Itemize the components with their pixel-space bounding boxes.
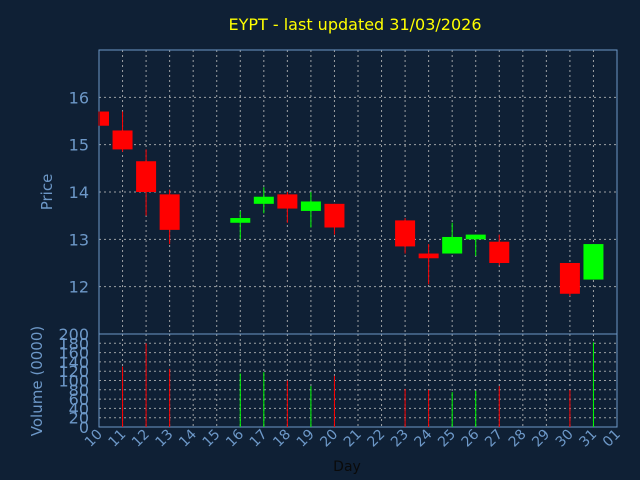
x-tick-label: 17 [247, 427, 271, 451]
x-tick-label: 19 [294, 427, 318, 451]
price-tick-label: 15 [69, 136, 89, 155]
x-tick-label: 22 [364, 427, 388, 451]
x-tick-label: 15 [200, 427, 224, 451]
candle-body [253, 196, 274, 204]
candle-body [442, 236, 463, 254]
candle-body [230, 218, 251, 223]
candle-body [489, 241, 510, 263]
candle-body [465, 234, 486, 240]
x-tick-label: 14 [176, 426, 200, 450]
x-tick-label: 01 [600, 427, 624, 451]
x-tick-label: 28 [506, 427, 530, 451]
price-tick-label: 12 [69, 278, 89, 297]
x-tick-label: 18 [270, 427, 294, 451]
x-tick-label: 27 [482, 427, 506, 451]
volume-tick-label: 100 [58, 372, 89, 391]
volume-tick-label: 140 [58, 353, 89, 372]
candle-body [100, 111, 109, 126]
x-tick-label: 26 [459, 426, 483, 450]
candle-body [324, 203, 345, 228]
candle-body [418, 253, 439, 259]
price-tick-label: 14 [69, 183, 89, 202]
volume-tick-label: 20 [69, 409, 89, 428]
volume-tick-label: 180 [58, 334, 89, 353]
chart-title: EYPT - last updated 31/03/2026 [228, 15, 481, 34]
candle-body [300, 201, 321, 211]
volume-tick-label: 0 [79, 418, 89, 437]
price-tick-label: 16 [69, 88, 89, 107]
price-axis-title: Price [38, 174, 56, 211]
volume-tick-label: 40 [69, 399, 89, 418]
volume-axis-title: Volume (0000) [28, 326, 46, 436]
volume-tick-label: 120 [58, 362, 89, 381]
price-panel: 12 13 14 15 16 [69, 49, 618, 335]
volume-tick-label: 80 [69, 381, 89, 400]
x-tick-label: 24 [412, 426, 436, 450]
x-tick-label: 23 [388, 427, 412, 451]
x-tick-label: 21 [341, 427, 365, 451]
x-tick-label: 31 [576, 427, 600, 451]
candle-body [559, 263, 580, 294]
x-tick-label: 20 [317, 427, 341, 451]
x-tick-label: 12 [129, 427, 153, 451]
price-tick-label: 13 [69, 230, 89, 249]
candle-body [583, 244, 604, 280]
x-tick-label: 11 [105, 427, 129, 451]
candle-body [277, 194, 298, 209]
x-tick-label: 30 [553, 427, 577, 451]
x-tick-label: 16 [223, 426, 247, 450]
candle-body [136, 161, 157, 192]
x-tick-label: 25 [435, 427, 459, 451]
candle-body [395, 220, 416, 247]
x-axis: 10 11 12 13 14 15 16 17 18 19 20 21 22 23 24 25 26 27 28 29… [82, 426, 624, 450]
x-tick-label: 29 [529, 427, 553, 451]
volume-tick-label: 60 [69, 390, 89, 409]
x-tick-label: 13 [153, 427, 177, 451]
candle-body [112, 130, 133, 150]
volume-panel-frame [98, 333, 618, 428]
x-axis-title: Day [333, 459, 361, 475]
candle-body [159, 194, 180, 230]
volume-tick-label: 160 [58, 344, 89, 363]
volume-tick-label: 200 [58, 325, 89, 344]
